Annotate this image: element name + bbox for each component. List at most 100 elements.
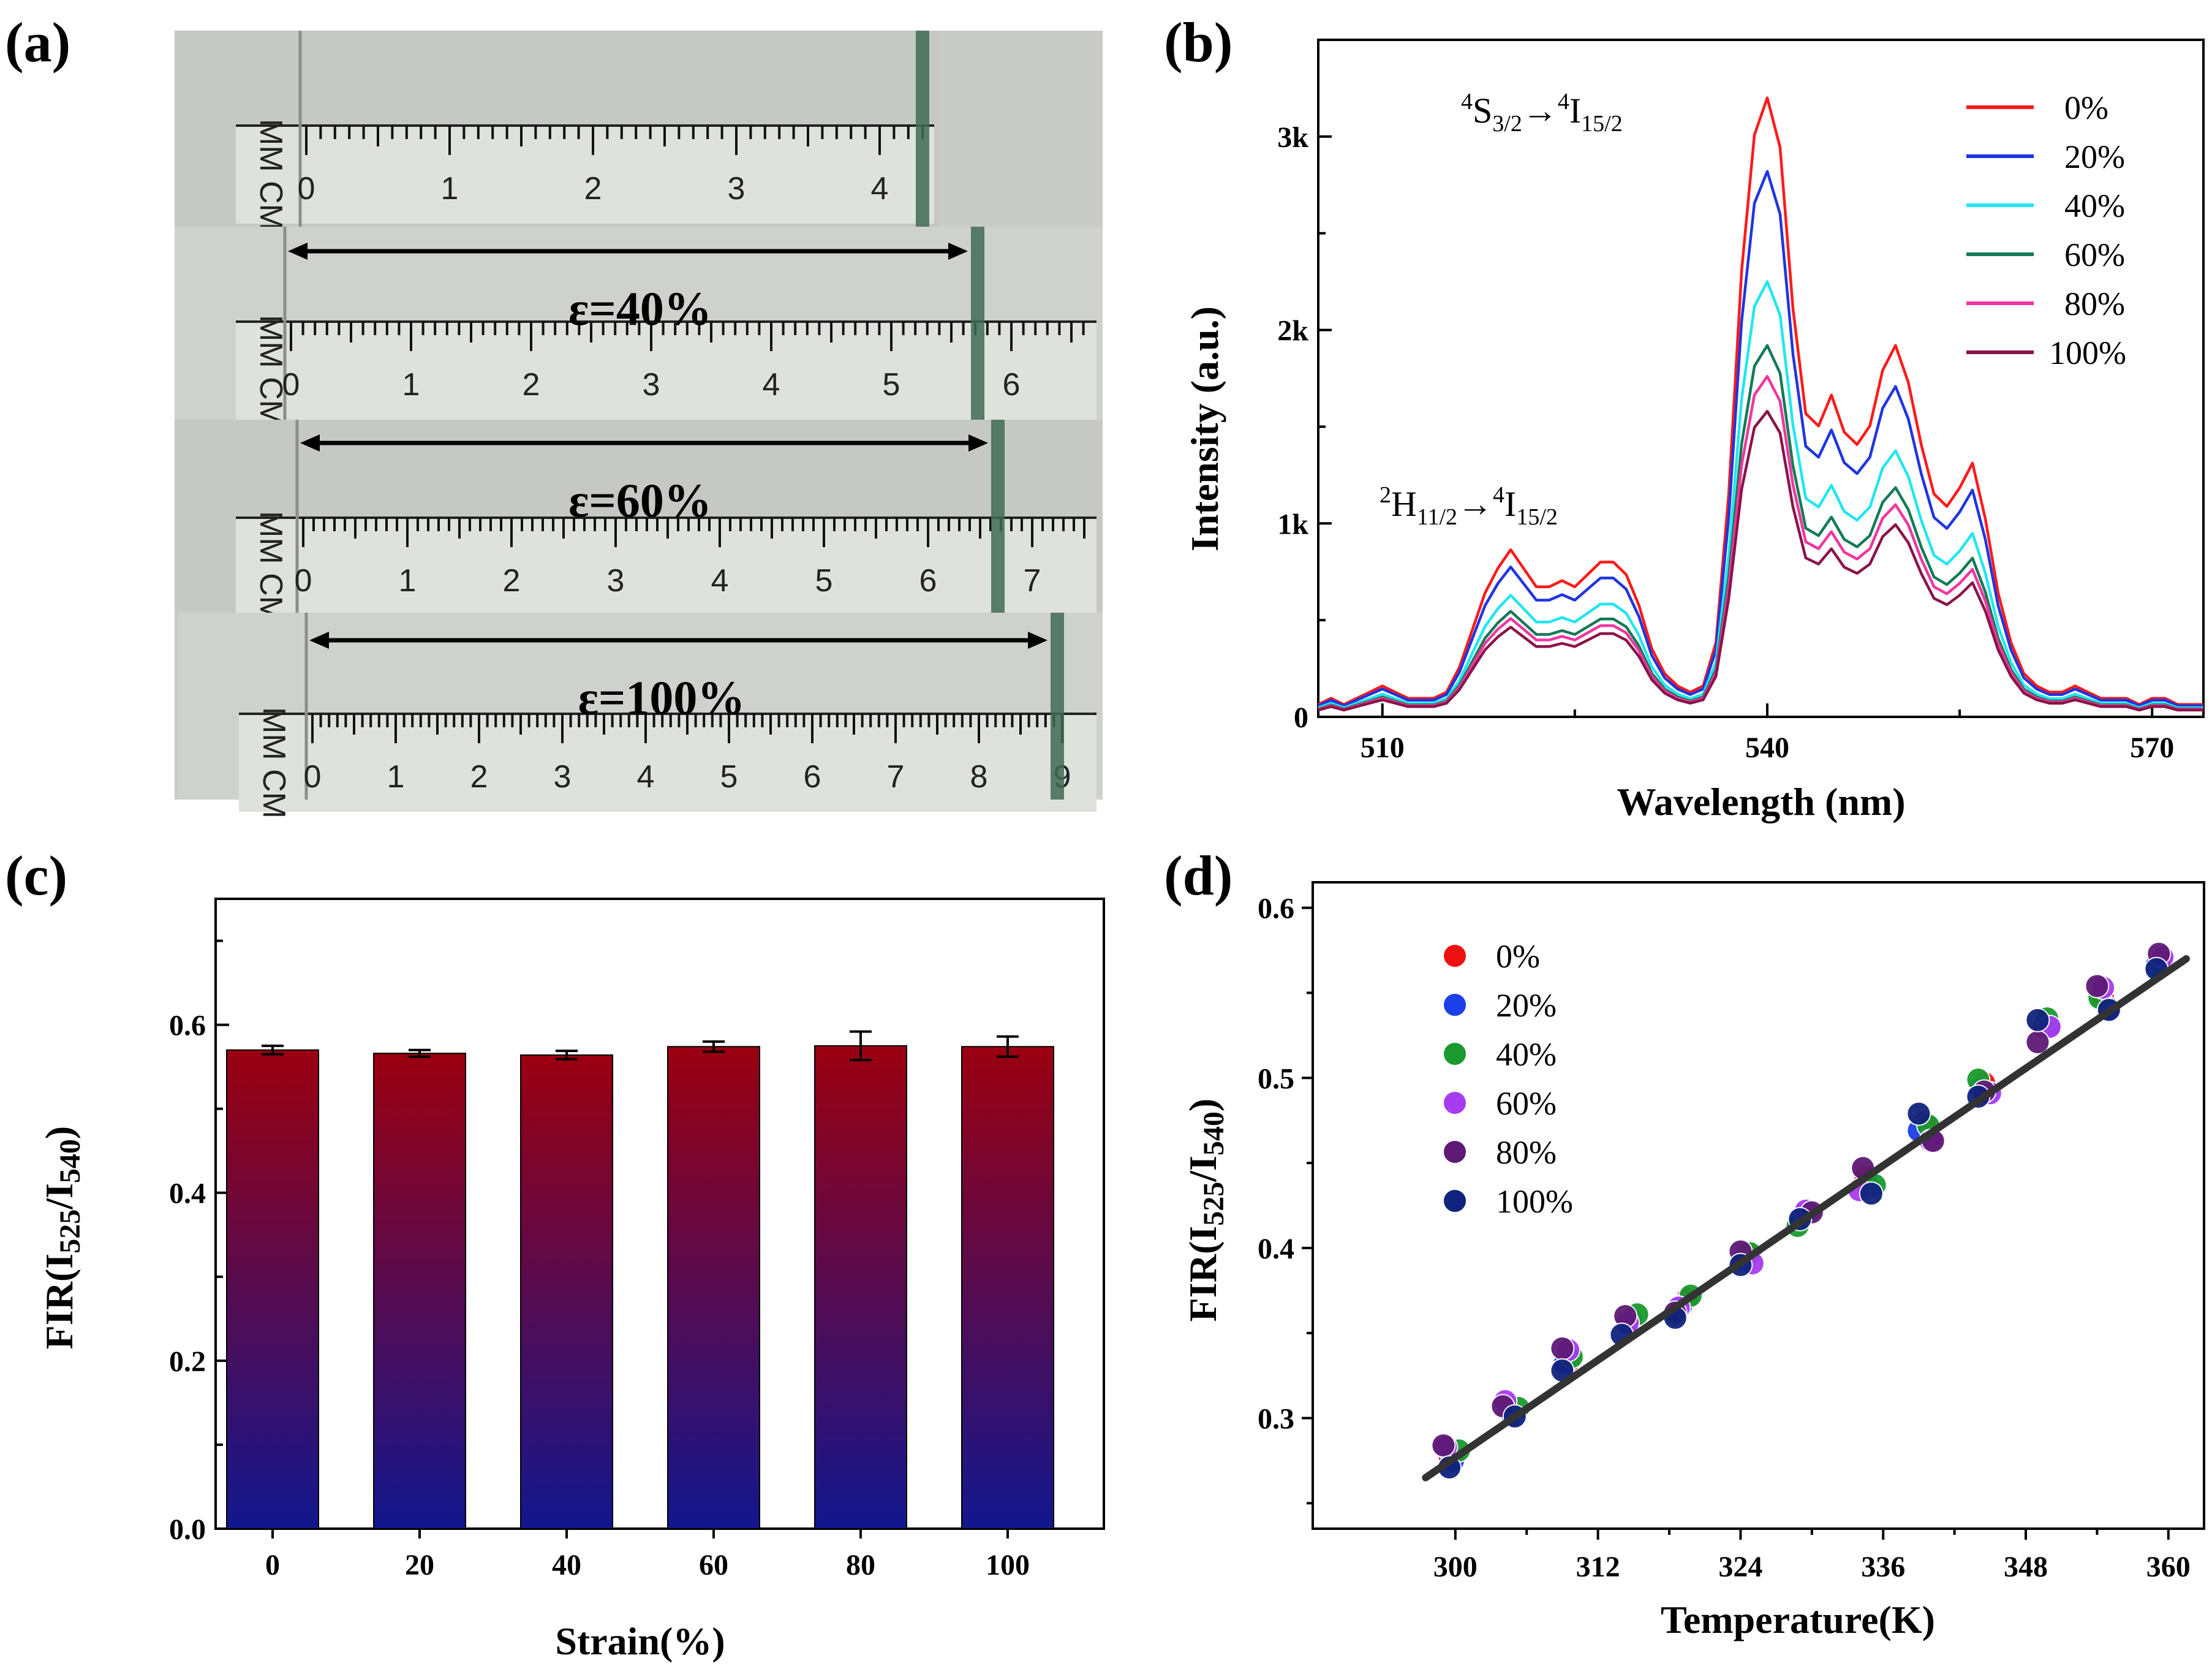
ruler-number: 0	[282, 367, 300, 403]
y-axis-label-b: Intensity (a.u.)	[1183, 306, 1226, 551]
ann-s-arrow: →	[1522, 91, 1558, 131]
legend-label-d: 40%	[1496, 1036, 1557, 1073]
ruler-number: 5	[815, 563, 833, 599]
legend-label-b: 60%	[2064, 237, 2125, 273]
ruler-number: 2	[503, 563, 521, 599]
ann-h-symbol: I	[1504, 484, 1516, 524]
legend-label-d: 80%	[1496, 1134, 1557, 1171]
x-tick-label-c: 100	[986, 1549, 1030, 1581]
ruler-number: 4	[871, 171, 889, 206]
legend-marker-d	[1443, 944, 1467, 968]
strain-arrow-head-left	[309, 632, 329, 649]
ruler-unit-label: MM CM	[253, 315, 289, 426]
panel-label-b: (b)	[1164, 11, 1232, 74]
data-point-80pct	[1431, 1432, 1456, 1458]
ruler-number: 6	[1003, 367, 1021, 403]
bar-strain-80	[814, 1045, 907, 1530]
legend-label-d: 20%	[1496, 987, 1557, 1024]
ann-s-superscript: 4	[1558, 89, 1569, 115]
x-tick-label-c: 60	[699, 1549, 728, 1581]
ylabel-c-mid: /I	[37, 1183, 81, 1210]
annotation-h-transition: 2H11/2→4I15/2	[1380, 482, 1558, 530]
bar-strain-20	[373, 1053, 466, 1529]
x-tick-label-c: 20	[405, 1549, 434, 1581]
y-tick-label-b: 3k	[1277, 121, 1308, 154]
strain-arrow-head-left	[300, 434, 320, 452]
ruler-unit-label: MM CM	[253, 511, 289, 623]
legend-marker-d	[1443, 1091, 1467, 1115]
ruler-number: 7	[887, 759, 905, 795]
panel-b-spectrum-chart: 510 540 570 0 1k 2k 3k 0% 20% 40% 60% 80% 100% 2H11…	[1183, 39, 2205, 823]
x-tick-label-c: 80	[846, 1549, 875, 1581]
bar-strain-40	[520, 1054, 613, 1529]
legend-label-b: 100%	[2049, 335, 2126, 371]
ruler-unit-label: MM CM	[256, 707, 292, 819]
ann-h-symbol: H	[1391, 484, 1417, 524]
strain-arrow-head-right	[948, 243, 968, 260]
x-tick-label-d: 300	[1433, 1551, 1478, 1583]
ann-s-symbol: I	[1569, 91, 1581, 131]
ruler-number: 3	[607, 563, 625, 599]
ylabel-c-sub1: 525	[54, 1209, 86, 1254]
y-tick-label-b: 0	[1294, 702, 1308, 734]
ruler-number: 0	[304, 759, 322, 795]
ruler-number: 4	[711, 563, 729, 599]
y-tick-label-b: 2k	[1277, 315, 1308, 347]
plot-frame-c	[214, 898, 1105, 1530]
legend-label-b: 80%	[2064, 286, 2125, 322]
ruler-number: 2	[470, 759, 488, 795]
x-tick-label-d: 336	[1861, 1551, 1905, 1583]
ann-h-subscript: 11/2	[1417, 504, 1457, 530]
strain-label: ε=40%	[568, 282, 712, 335]
x-tick-label-d: 324	[1718, 1551, 1762, 1583]
ruler-number: 8	[970, 759, 988, 795]
legend-marker-d	[1443, 993, 1467, 1017]
bar-strain-100	[961, 1046, 1054, 1529]
ylabel-d-suffix: )	[1181, 1099, 1225, 1111]
ruler-body	[236, 518, 1097, 616]
ruler-number: 2	[584, 171, 602, 206]
ruler-number: 1	[399, 563, 417, 599]
ruler-number: 1	[387, 759, 405, 795]
panel-label-a: (a)	[5, 11, 70, 74]
ylabel-c-prefix: FIR(I	[37, 1254, 81, 1349]
ylabel-d-sub2: 540	[1198, 1111, 1230, 1156]
spectrum-line-20pct	[1318, 170, 2203, 708]
y-tick-label-c: 0.4	[169, 1178, 206, 1210]
ruler-number: 4	[763, 367, 780, 403]
x-tick-label-b: 510	[1361, 732, 1405, 764]
ann-h-subscript: 15/2	[1516, 504, 1558, 530]
x-tick-label-c: 40	[552, 1549, 581, 1581]
x-axis-label-b: Wavelength (nm)	[1617, 780, 1905, 823]
ruler-number: 1	[402, 367, 420, 403]
ruler-number: 1	[441, 171, 459, 206]
ann-s-symbol: S	[1473, 91, 1492, 131]
ann-s-superscript: 4	[1461, 89, 1473, 115]
x-tick-label-b: 570	[2130, 732, 2174, 764]
ylabel-c-sub2: 540	[54, 1139, 86, 1183]
x-tick-label-d: 360	[2146, 1551, 2191, 1583]
panel-a-photo: 0 1 2 3 4MM CM0 1 2 3 4 5 6MM CMε=40%0 1 2 3 4 5 6 7MM CM…	[175, 31, 1103, 819]
strain-arrow-head-right	[968, 434, 988, 452]
x-tick-label-d: 312	[1576, 1551, 1620, 1583]
ruler-number: 3	[643, 367, 660, 403]
ruler-number: 0	[298, 171, 315, 206]
panel-d-scatter-chart: 300 312 324 336 348 360 0.3 0.4 0.5 0.6 0% 20% 40% 6…	[1181, 881, 2205, 1641]
ruler-number: 3	[554, 759, 572, 795]
data-point-80pct	[2085, 974, 2110, 999]
panel-label-c: (c)	[5, 844, 67, 907]
ruler-number: 3	[728, 171, 746, 206]
x-tick-label-b: 540	[1745, 732, 1789, 764]
legend-marker-d	[1443, 1140, 1467, 1164]
y-tick-label-d: 0.6	[1258, 893, 1294, 925]
ruler-number: 0	[295, 563, 312, 599]
ruler-number: 6	[919, 563, 937, 599]
spectrum-line-40pct	[1318, 280, 2203, 710]
strain-label: ε=100%	[578, 671, 746, 724]
x-axis-label-d: Temperature(K)	[1661, 1598, 1935, 1641]
ruler-number: 6	[804, 759, 821, 795]
strain-arrow-head-right	[1028, 632, 1047, 649]
fiber-marker	[971, 227, 984, 420]
data-point-100pct	[1906, 1101, 1931, 1126]
ylabel-d-sub1: 525	[1198, 1182, 1230, 1226]
